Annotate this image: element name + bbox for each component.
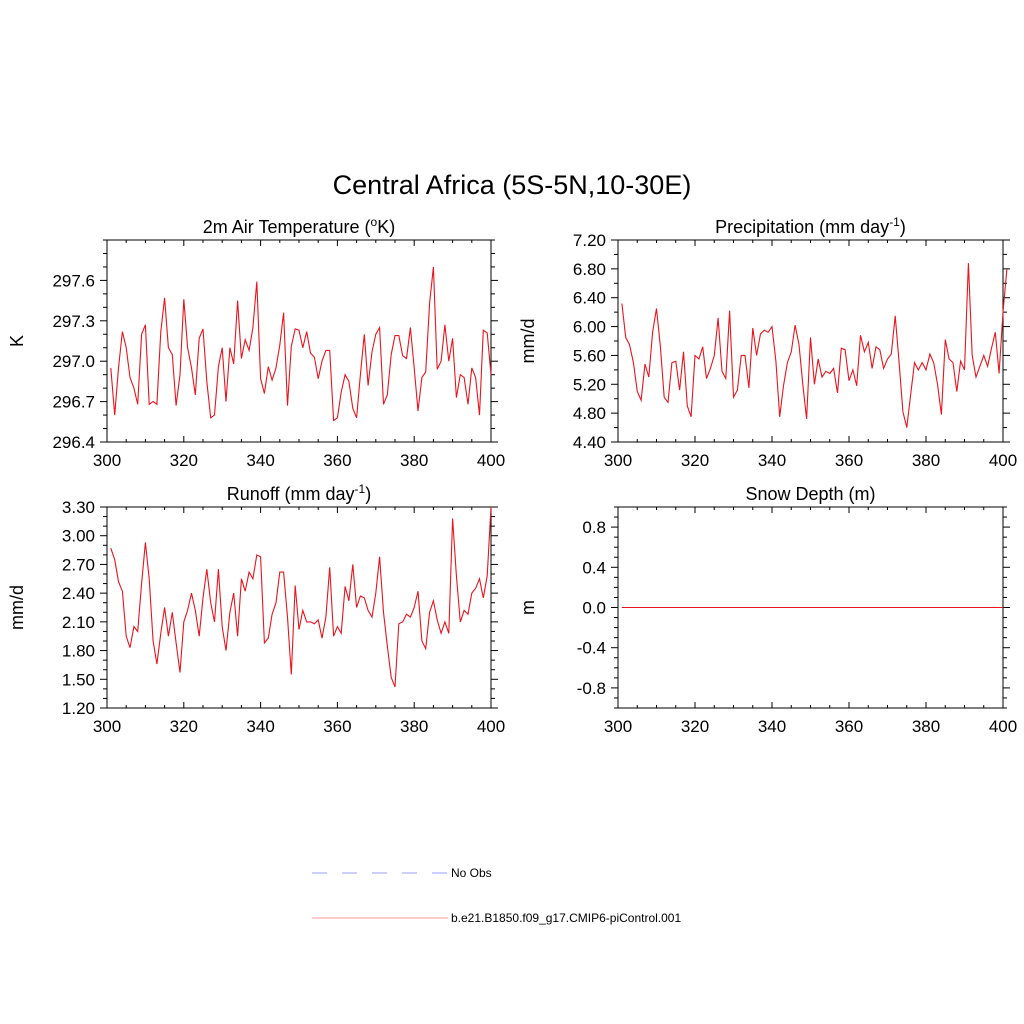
y-tick-label: 0.8 [582, 518, 606, 537]
y-tick-label: 4.40 [573, 433, 606, 452]
y-tick-label: 3.00 [62, 527, 95, 546]
panel-title-end: ) [365, 484, 371, 504]
figure-title: Central Africa (5S-5N,10-30E) [333, 170, 692, 200]
y-tick-label: 2.10 [62, 613, 95, 632]
x-tick-label: 300 [604, 717, 632, 736]
y-tick-label: 296.7 [52, 393, 95, 412]
y-tick-label: 7.20 [573, 231, 606, 250]
y-tick-label: 5.60 [573, 346, 606, 365]
y-tick-label: 2.40 [62, 584, 95, 603]
panel-title-sup: -1 [355, 482, 366, 496]
panel-runoff: Runoff (mm day-1) mm/d 300 320 340 360 380 400 1… [7, 482, 505, 736]
panel-title-sup: o [371, 215, 378, 229]
y-tick-label: 4.80 [573, 404, 606, 423]
panel-title: Snow Depth (m) [745, 484, 875, 504]
panel-title: 2m Air Temperature (oK) [203, 215, 395, 237]
y-tick-label: 2.70 [62, 555, 95, 574]
y-tick-label: 1.20 [62, 699, 95, 718]
y-tick-label: 0.0 [582, 599, 606, 618]
y-tick-label: 1.80 [62, 642, 95, 661]
x-tick-label: 320 [170, 717, 198, 736]
panel-title-main: 2m Air Temperature ( [203, 217, 371, 237]
y-tick-label: 0.4 [582, 558, 606, 577]
x-tick-label: 400 [989, 451, 1017, 470]
panel-air-temperature: 2m Air Temperature (oK) K 300 320 340 360 380 4… [7, 215, 505, 470]
x-tick-label: 400 [477, 717, 505, 736]
x-tick-label: 320 [681, 451, 709, 470]
y-tick-label: -0.8 [577, 679, 606, 698]
panel-title-main: Snow Depth (m) [745, 484, 875, 504]
y-tick-label: 297.3 [52, 312, 95, 331]
y-tick-label: 6.40 [573, 289, 606, 308]
legend-label: No Obs [451, 866, 492, 880]
panels: 2m Air Temperature (oK) K 300 320 340 360 380 4… [7, 215, 1017, 736]
y-tick-label: 1.50 [62, 670, 95, 689]
x-tick-label: 380 [400, 451, 428, 470]
y-axis-label: mm/d [7, 585, 27, 630]
panel-title: Precipitation (mm day-1) [715, 215, 906, 237]
x-tick-label: 380 [400, 717, 428, 736]
legend-label: b.e21.B1850.f09_g17.CMIP6-piControl.001 [451, 911, 681, 925]
y-tick-label: 6.00 [573, 318, 606, 337]
x-tick-label: 400 [989, 717, 1017, 736]
x-tick-label: 380 [912, 451, 940, 470]
x-tick-label: 360 [323, 451, 351, 470]
legend: No Obs b.e21.B1850.f09_g17.CMIP6-piContro… [312, 866, 681, 925]
x-tick-label: 300 [93, 451, 121, 470]
x-tick-label: 340 [758, 717, 786, 736]
x-tick-label: 320 [681, 717, 709, 736]
y-tick-label: -0.4 [577, 639, 606, 658]
panel-title-sup: -1 [889, 215, 900, 229]
x-tick-label: 320 [170, 451, 198, 470]
panel-precipitation: Precipitation (mm day-1) mm/d 300 320 340 360… [518, 215, 1017, 470]
y-tick-label: 3.30 [62, 498, 95, 517]
panel-title-main: Precipitation (mm day [715, 217, 889, 237]
y-tick-label: 5.20 [573, 375, 606, 394]
y-axis-label: m [518, 600, 538, 615]
y-tick-label: 6.80 [573, 260, 606, 279]
y-tick-label: 296.4 [52, 433, 95, 452]
x-tick-label: 300 [93, 717, 121, 736]
panel-title: Runoff (mm day-1) [227, 482, 371, 504]
panel-title-main: Runoff (mm day [227, 484, 355, 504]
series-line [621, 263, 1008, 428]
x-tick-label: 300 [604, 451, 632, 470]
x-tick-label: 340 [246, 717, 274, 736]
x-tick-label: 340 [246, 451, 274, 470]
x-tick-label: 360 [835, 451, 863, 470]
y-axis-label: mm/d [518, 319, 538, 364]
y-tick-label: 297.0 [52, 352, 95, 371]
x-tick-label: 360 [835, 717, 863, 736]
series-line [110, 506, 492, 688]
x-tick-label: 360 [323, 717, 351, 736]
y-tick-label: 297.6 [52, 271, 95, 290]
x-tick-label: 400 [477, 451, 505, 470]
x-tick-label: 340 [758, 451, 786, 470]
panel-snow-depth: Snow Depth (m) m 300 320 340 360 380 400 -0.8 -0.… [518, 484, 1017, 736]
series-line [110, 266, 492, 422]
panel-title-end: K) [377, 217, 395, 237]
x-tick-label: 380 [912, 717, 940, 736]
panel-title-end: ) [900, 217, 906, 237]
y-axis-label: K [7, 335, 27, 347]
